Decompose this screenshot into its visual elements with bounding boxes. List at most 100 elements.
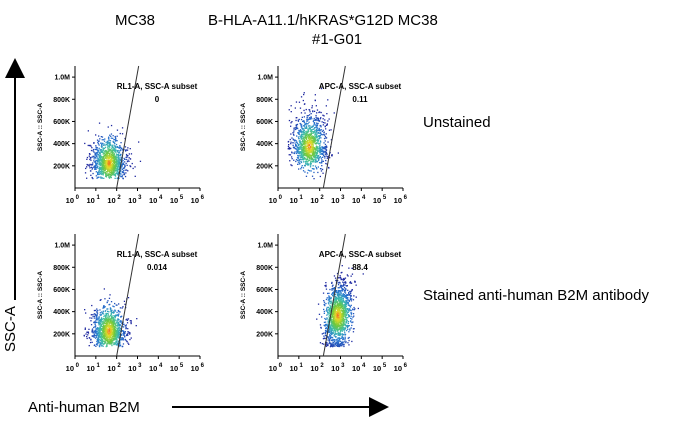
- event-dot: [300, 131, 302, 133]
- event-dot: [116, 150, 118, 152]
- event-dot: [301, 140, 303, 143]
- event-dot: [320, 162, 322, 164]
- event-dot: [342, 288, 344, 291]
- event-dot: [330, 308, 332, 310]
- event-dot: [124, 169, 126, 171]
- event-dot: [88, 345, 90, 347]
- event-dot: [330, 139, 333, 141]
- event-dot: [114, 337, 116, 339]
- event-dot: [101, 344, 103, 346]
- event-dot: [333, 345, 335, 347]
- event-dot: [305, 127, 308, 129]
- event-dot: [102, 162, 104, 164]
- event-dot: [114, 323, 116, 325]
- event-dot: [108, 343, 110, 345]
- event-dot: [345, 305, 347, 307]
- y-tick-label: 1.0M: [257, 75, 273, 82]
- event-dot: [297, 147, 300, 149]
- event-dot: [337, 314, 339, 316]
- event-dot: [301, 158, 304, 160]
- event-dot: [324, 317, 326, 320]
- event-dot: [100, 145, 103, 147]
- event-dot: [96, 313, 98, 316]
- event-dot: [99, 329, 101, 331]
- event-dot: [130, 153, 133, 155]
- gate-line: [116, 65, 140, 189]
- event-dot: [110, 337, 113, 339]
- event-dot: [95, 336, 97, 338]
- event-dot: [112, 333, 114, 336]
- event-dot: [325, 343, 327, 345]
- event-dot: [312, 145, 314, 147]
- event-dot: [124, 158, 126, 160]
- event-dot: [127, 332, 129, 335]
- event-dot: [98, 122, 101, 124]
- event-dot: [99, 337, 102, 339]
- x-tick-label: 10: [331, 196, 339, 205]
- event-dot: [311, 139, 313, 141]
- event-dot: [328, 299, 330, 301]
- event-dot: [118, 324, 121, 326]
- event-dot: [97, 338, 99, 341]
- event-dot: [302, 159, 304, 161]
- event-dot: [321, 159, 323, 161]
- event-dot: [306, 117, 308, 119]
- event-dot: [118, 313, 120, 315]
- event-dot: [336, 272, 339, 275]
- event-dot: [123, 172, 125, 174]
- event-dot: [307, 134, 309, 136]
- event-dot: [116, 332, 119, 334]
- event-dot: [334, 305, 336, 307]
- event-dot: [126, 319, 129, 321]
- event-dot: [304, 147, 307, 149]
- event-dot: [306, 130, 308, 132]
- event-dot: [103, 335, 105, 338]
- event-dot: [119, 150, 121, 152]
- event-dot: [125, 153, 128, 156]
- event-dot: [123, 334, 125, 336]
- event-dot: [98, 335, 100, 337]
- event-dot: [112, 339, 114, 341]
- event-dot: [325, 162, 327, 165]
- event-dot: [303, 138, 305, 140]
- event-dot: [102, 147, 105, 149]
- event-dot: [305, 108, 307, 111]
- event-dot: [333, 287, 336, 289]
- event-dot: [94, 148, 96, 151]
- event-dot: [337, 329, 339, 331]
- event-dot: [117, 163, 119, 165]
- event-dot: [343, 305, 345, 307]
- event-dot: [302, 149, 304, 151]
- event-dot: [336, 326, 338, 329]
- event-dot: [113, 169, 115, 172]
- event-dot: [298, 101, 301, 103]
- event-dot: [130, 320, 132, 322]
- event-dot: [298, 118, 300, 121]
- event-dot: [108, 318, 110, 321]
- event-dot: [316, 156, 319, 159]
- event-dot: [299, 131, 301, 133]
- event-dot: [108, 325, 110, 327]
- event-dot: [341, 327, 343, 329]
- event-dot: [94, 168, 97, 170]
- event-dot: [324, 146, 326, 148]
- event-dot: [107, 312, 109, 315]
- event-dot: [288, 148, 291, 150]
- event-dot: [124, 164, 126, 166]
- event-dot: [113, 339, 115, 341]
- event-dot: [105, 312, 107, 315]
- event-dot: [317, 119, 319, 122]
- event-dot: [96, 308, 98, 310]
- event-dot: [331, 322, 333, 325]
- event-dot: [296, 151, 298, 153]
- event-dot: [95, 168, 97, 170]
- event-dot: [299, 141, 301, 144]
- event-dot: [308, 138, 310, 140]
- event-dot: [300, 123, 302, 125]
- event-dot: [326, 123, 328, 125]
- event-dot: [329, 324, 331, 327]
- event-dot: [108, 169, 110, 171]
- event-dot: [322, 124, 324, 126]
- event-dot: [311, 144, 313, 146]
- event-dot: [126, 322, 129, 324]
